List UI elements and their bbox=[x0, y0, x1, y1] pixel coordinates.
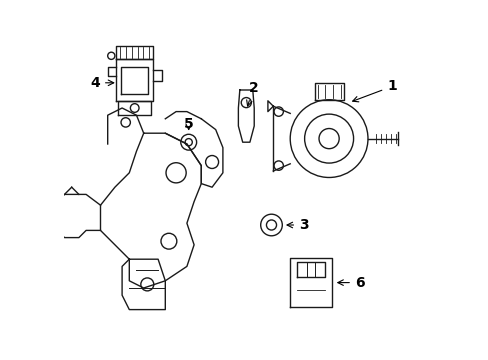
Text: 3: 3 bbox=[286, 218, 308, 232]
Text: 1: 1 bbox=[352, 80, 396, 102]
Text: 4: 4 bbox=[90, 76, 114, 90]
Text: 2: 2 bbox=[246, 81, 258, 106]
Text: 6: 6 bbox=[337, 276, 364, 289]
Text: 5: 5 bbox=[183, 117, 193, 131]
